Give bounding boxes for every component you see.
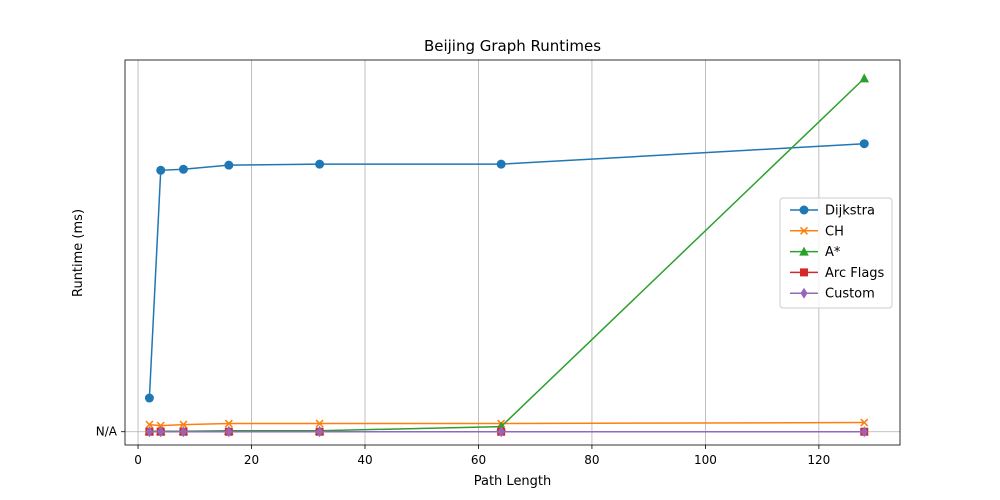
legend-item-a: A*	[790, 245, 841, 260]
legend-item-dijkstra: Dijkstra	[790, 204, 875, 219]
x-tick-label: 120	[807, 453, 830, 467]
series-layer	[144, 73, 870, 438]
data-point-dijkstra	[156, 165, 166, 175]
data-point-dijkstra	[144, 393, 154, 403]
data-point-ch	[179, 420, 188, 429]
data-point-ch	[145, 420, 154, 429]
legend-marker	[800, 287, 808, 299]
data-point-dijkstra	[859, 139, 869, 149]
legend-marker	[799, 226, 809, 235]
legend-marker	[799, 246, 809, 256]
data-point-dijkstra	[496, 159, 506, 169]
x-tick-label: 60	[471, 453, 486, 467]
data-point-custom	[179, 426, 187, 438]
data-point-dijkstra	[315, 159, 325, 169]
data-point-custom	[225, 426, 233, 438]
data-point-custom	[145, 426, 153, 438]
x-axis-label: Path Length	[474, 474, 552, 489]
legend-item-custom: Custom	[790, 287, 875, 302]
legend-label: A*	[825, 245, 841, 260]
legend-box	[779, 197, 893, 309]
data-point-dijkstra	[224, 160, 234, 170]
data-point-custom	[157, 426, 165, 438]
legend-marker	[799, 205, 809, 215]
data-point-ch	[860, 418, 869, 427]
x-tick-label: 0	[134, 453, 142, 467]
plot-area-frame	[124, 59, 901, 446]
y-axis-label: Runtime (ms)	[71, 209, 86, 297]
data-point-custom	[860, 426, 868, 438]
chart-title: Beijing Graph Runtimes	[424, 37, 601, 55]
data-point-custom	[316, 426, 324, 438]
legend-label: CH	[825, 224, 844, 239]
data-point-custom	[497, 426, 505, 438]
data-point-ch	[224, 419, 233, 428]
x-tick-label: 20	[244, 453, 259, 467]
x-tick-label: 80	[584, 453, 599, 467]
legend: Dijkstra CH A* Arc Flags Custom	[779, 197, 893, 309]
legend-label: Custom	[825, 287, 875, 302]
legend-item-ch: CH	[790, 224, 844, 239]
axes: 0 20 40 60 80 100 120 N/A	[96, 425, 831, 467]
legend-item-arc-flags: Arc Flags	[790, 266, 885, 281]
y-tick-label: N/A	[96, 425, 118, 439]
data-point-ch	[315, 419, 324, 428]
legend-label: Dijkstra	[825, 204, 875, 219]
data-point-dijkstra	[178, 164, 188, 174]
series-dijkstra	[144, 139, 869, 403]
series-custom	[145, 426, 868, 438]
legend-marker	[800, 268, 808, 277]
legend-label: Arc Flags	[825, 266, 885, 281]
data-point-a	[859, 73, 870, 83]
x-tick-label: 100	[694, 453, 717, 467]
x-tick-label: 40	[357, 453, 372, 467]
